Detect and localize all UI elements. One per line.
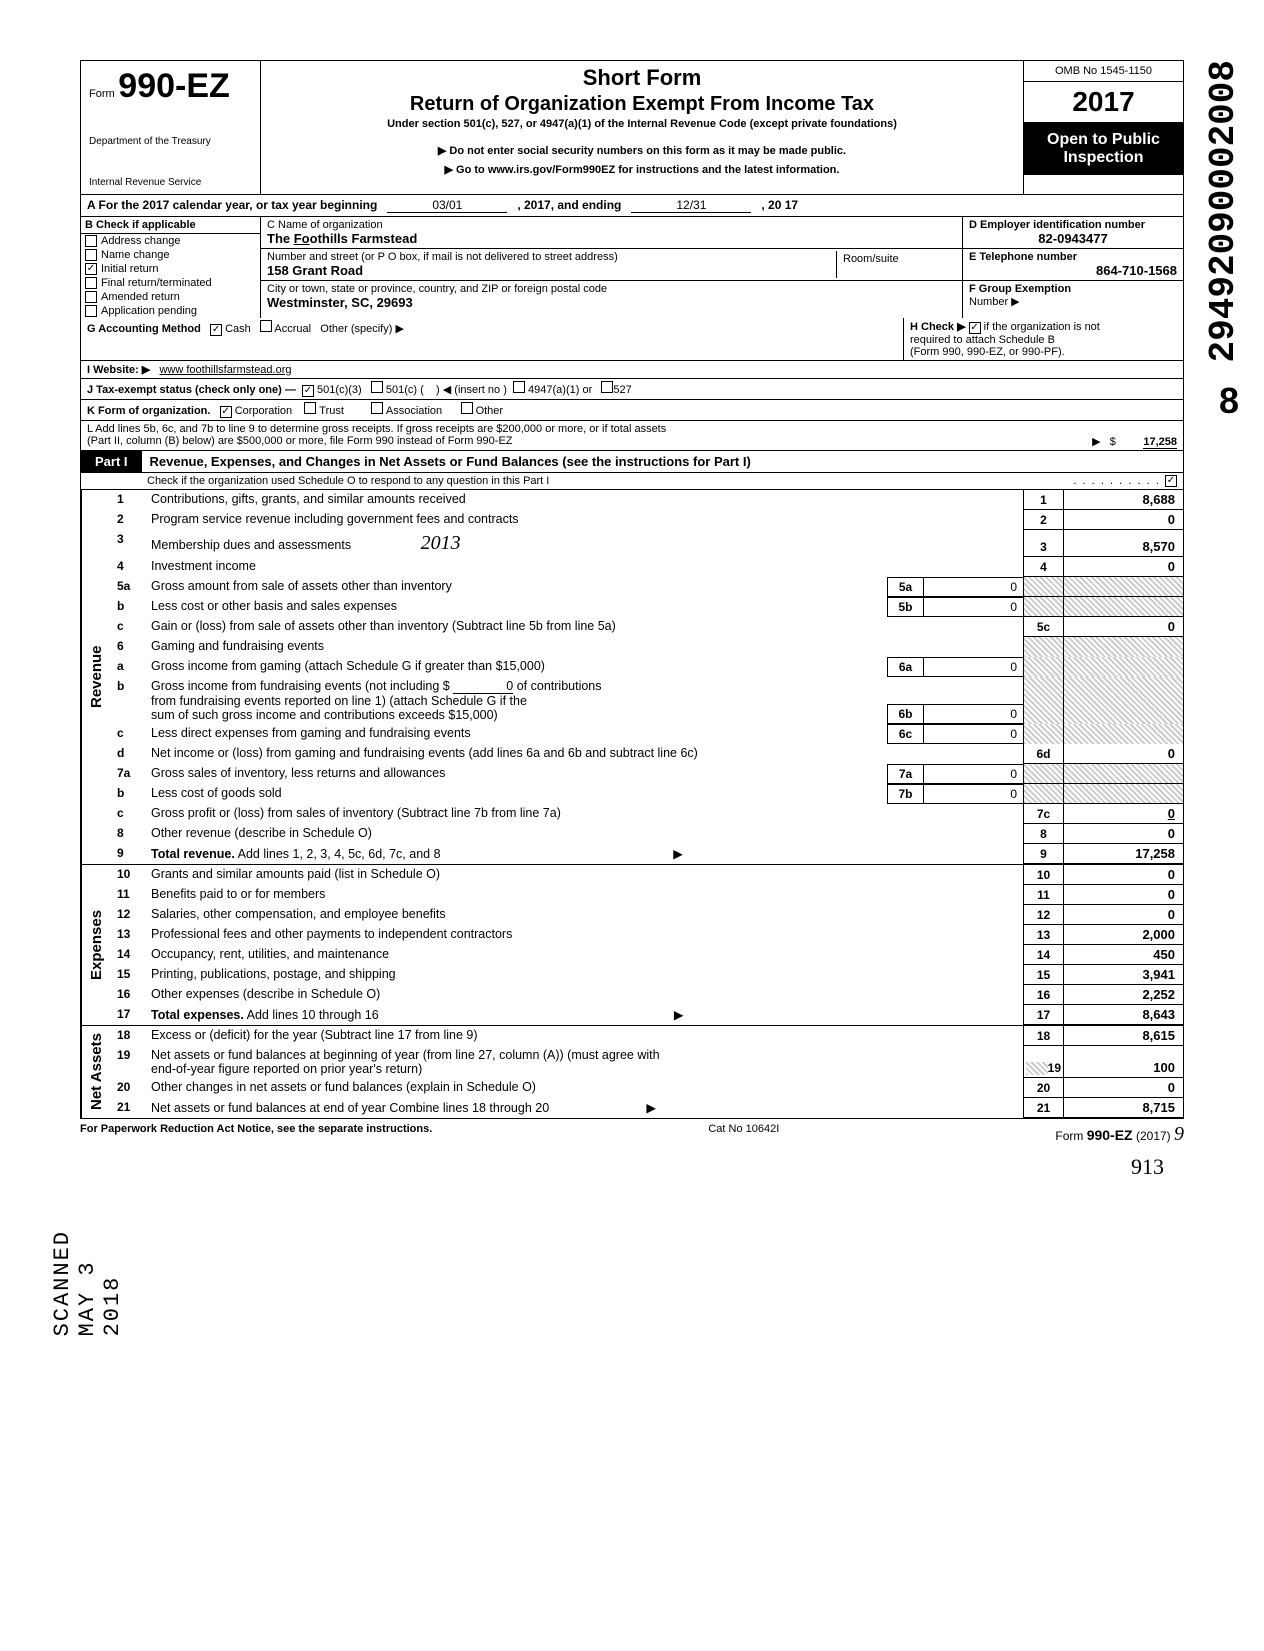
- group-number-label: Number ▶: [969, 295, 1177, 308]
- check-label: Initial return: [101, 263, 158, 275]
- 501c3-checkbox[interactable]: ✓: [302, 385, 314, 397]
- expense-row: 12Salaries, other compensation, and empl…: [111, 905, 1183, 925]
- check-label: Application pending: [101, 305, 197, 317]
- g-label: G Accounting Method: [87, 323, 201, 335]
- 501c-checkbox[interactable]: [371, 381, 383, 393]
- checkbox[interactable]: [85, 249, 97, 261]
- j-label: J Tax-exempt status (check only one) —: [87, 384, 296, 396]
- b-check-row: Name change: [81, 248, 260, 262]
- org-name: The Foothills Farmstead: [267, 231, 956, 246]
- expense-row: 16Other expenses (describe in Schedule O…: [111, 985, 1183, 1005]
- handwritten-913: 913: [1131, 1154, 1164, 1180]
- checkbox[interactable]: [85, 277, 97, 289]
- check-label: Address change: [101, 235, 181, 247]
- assoc-checkbox[interactable]: [371, 402, 383, 414]
- 527-checkbox[interactable]: [601, 381, 613, 393]
- 4947-checkbox[interactable]: [513, 381, 525, 393]
- expense-row: 14Occupancy, rent, utilities, and mainte…: [111, 945, 1183, 965]
- h-label: H Check ▶: [910, 321, 966, 333]
- room-suite-label: Room/suite: [836, 251, 956, 278]
- form-label: Form: [89, 88, 115, 100]
- checkbox[interactable]: ✓: [85, 263, 97, 275]
- checkbox[interactable]: [85, 291, 97, 303]
- vertical-eight: 8: [1219, 380, 1239, 422]
- h-checkbox[interactable]: ✓: [969, 322, 981, 334]
- vertical-code: 29492090002008: [1203, 60, 1244, 362]
- c-name-label: C Name of organization: [267, 219, 956, 231]
- b-check-row: Amended return: [81, 290, 260, 304]
- omb-number: OMB No 1545-1150: [1024, 61, 1183, 82]
- b-check-row: ✓ Initial return: [81, 262, 260, 276]
- expense-row: 15Printing, publications, postage, and s…: [111, 965, 1183, 985]
- accrual-checkbox[interactable]: [260, 320, 272, 332]
- form-subtitle: Under section 501(c), 527, or 4947(a)(1)…: [267, 118, 1017, 130]
- goto-url: ▶ Go to www.irs.gov/Form990EZ for instru…: [267, 163, 1017, 176]
- b-check-row: Final return/terminated: [81, 276, 260, 290]
- form-header: Form 990-EZ Department of the Treasury I…: [80, 60, 1184, 194]
- ein-label: D Employer identification number: [969, 219, 1177, 231]
- revenue-label: Revenue: [81, 490, 111, 864]
- corp-checkbox[interactable]: ✓: [220, 406, 232, 418]
- part1-scho-checkbox[interactable]: ✓: [1165, 475, 1177, 487]
- i-label: I Website: ▶: [87, 364, 150, 376]
- ssn-warning: ▶ Do not enter social security numbers o…: [267, 144, 1017, 157]
- expense-row: 17Total expenses. Add lines 10 through 1…: [111, 1005, 1183, 1025]
- expenses-label: Expenses: [81, 865, 111, 1025]
- form-title: Return of Organization Exempt From Incom…: [267, 93, 1017, 116]
- part1-label: Part I: [81, 451, 142, 472]
- b-check-row: Address change: [81, 234, 260, 248]
- l-amount: 17,258: [1143, 436, 1177, 449]
- expense-row: 13Professional fees and other payments t…: [111, 925, 1183, 945]
- street-address: 158 Grant Road: [267, 263, 836, 278]
- check-label: Final return/terminated: [101, 277, 212, 289]
- footer-form: Form 990-EZ (2017) 9: [1055, 1123, 1184, 1146]
- paperwork-notice: For Paperwork Reduction Act Notice, see …: [80, 1123, 432, 1146]
- phone-value: 864-710-1568: [969, 263, 1177, 278]
- bcd-grid: B Check if applicable Address change Name…: [80, 217, 1184, 318]
- netassets-label: Net Assets: [81, 1026, 111, 1118]
- checkbox[interactable]: [85, 235, 97, 247]
- checkbox[interactable]: [85, 305, 97, 317]
- irs-label: Internal Revenue Service: [89, 177, 252, 188]
- line-a: A For the 2017 calendar year, or tax yea…: [80, 194, 1184, 217]
- l-text2: (Part II, column (B) below) are $500,000…: [87, 435, 513, 448]
- ein-value: 82-0943477: [969, 231, 1177, 246]
- open-public-1: Open to Public: [1028, 131, 1179, 149]
- city-label: City or town, state or province, country…: [267, 283, 956, 295]
- check-label: Name change: [101, 249, 170, 261]
- tax-year: 2017: [1024, 82, 1183, 123]
- cash-checkbox[interactable]: ✓: [210, 324, 222, 336]
- street-label: Number and street (or P O box, if mail i…: [267, 251, 836, 263]
- form-number: 990-EZ: [118, 67, 230, 105]
- l-text1: L Add lines 5b, 6c, and 7b to line 9 to …: [87, 423, 1177, 435]
- check-label: Amended return: [101, 291, 180, 303]
- scanned-stamp: SCANNED MAY 3 2018: [50, 1230, 125, 1336]
- city-state-zip: Westminster, SC, 29693: [267, 295, 956, 310]
- short-form-title: Short Form: [267, 65, 1017, 91]
- handwritten-2013: 2013: [421, 532, 461, 554]
- b-header: B Check if applicable: [81, 217, 260, 234]
- part1-title: Revenue, Expenses, and Changes in Net As…: [142, 451, 1183, 472]
- trust-checkbox[interactable]: [304, 402, 316, 414]
- open-public-2: Inspection: [1028, 149, 1179, 167]
- expense-row: 11Benefits paid to or for members110: [111, 885, 1183, 905]
- dept-treasury: Department of the Treasury: [89, 136, 252, 147]
- cat-no: Cat No 10642I: [708, 1123, 779, 1146]
- group-label: F Group Exemption: [969, 283, 1177, 295]
- other-checkbox[interactable]: [461, 402, 473, 414]
- b-check-row: Application pending: [81, 304, 260, 318]
- phone-label: E Telephone number: [969, 251, 1177, 263]
- expense-row: 10Grants and similar amounts paid (list …: [111, 865, 1183, 885]
- website: www foothillsfarmstead.org: [159, 364, 291, 376]
- part1-check-text: Check if the organization used Schedule …: [87, 475, 549, 487]
- k-label: K Form of organization.: [87, 405, 210, 417]
